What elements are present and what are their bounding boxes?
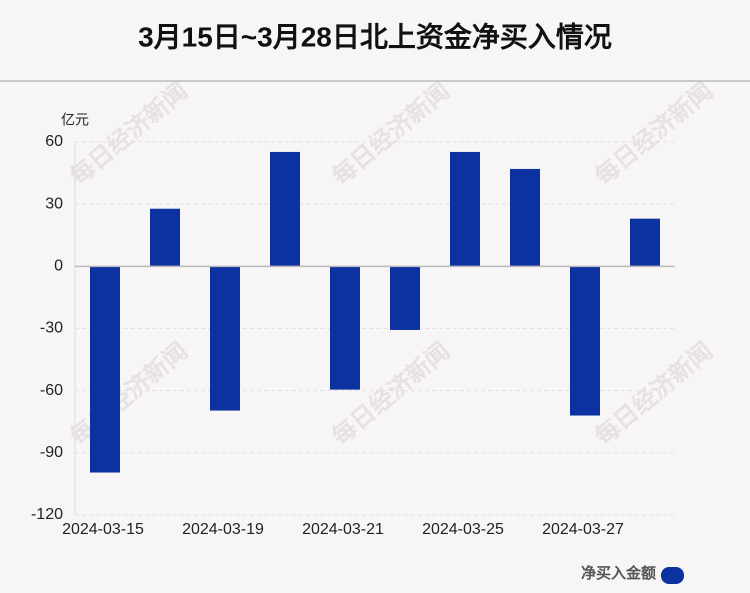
bar (210, 266, 240, 411)
bar (330, 266, 360, 390)
bar (570, 266, 600, 416)
bar (450, 151, 480, 267)
y-tick-label: -30 (40, 320, 63, 337)
bar (150, 208, 180, 267)
y-tick-label: -60 (40, 382, 63, 399)
y-tick-label: 0 (54, 258, 63, 275)
y-tick-label: -120 (31, 506, 63, 523)
bar (270, 151, 300, 267)
bar (510, 168, 540, 267)
bar (390, 266, 420, 330)
chart-title: 3月15日~3月28日北上资金净买入情况 (138, 20, 612, 52)
watermark: 每日经济新闻 (327, 77, 455, 191)
legend-swatch (661, 567, 684, 584)
x-tick-label: 2024-03-25 (422, 521, 504, 538)
x-tick-label: 2024-03-21 (302, 521, 384, 538)
y-unit: 亿元 (61, 112, 89, 128)
y-tick-label: -90 (40, 444, 63, 461)
watermark: 每日经济新闻 (65, 337, 193, 451)
watermark: 每日经济新闻 (65, 77, 193, 191)
y-tick-label: 30 (45, 195, 63, 212)
y-tick-label: 60 (45, 133, 63, 150)
x-tick-label: 2024-03-15 (62, 521, 144, 538)
watermark: 每日经济新闻 (590, 337, 718, 451)
legend-label: 净买入金额 (581, 564, 656, 582)
bar (90, 266, 120, 473)
x-tick-label: 2024-03-19 (182, 521, 264, 538)
bar (630, 218, 660, 267)
watermark: 每日经济新闻 (590, 77, 718, 191)
x-tick-label: 2024-03-27 (542, 521, 624, 538)
